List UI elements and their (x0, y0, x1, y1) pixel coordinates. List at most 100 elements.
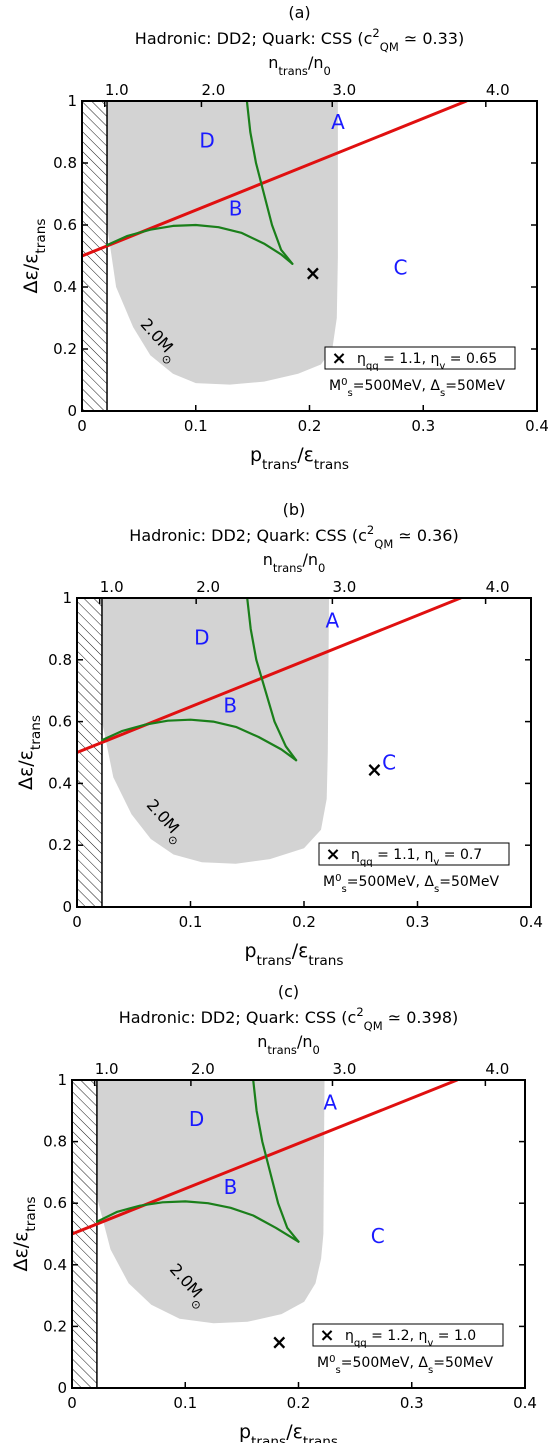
region-label-a: A (326, 608, 340, 632)
x-tick-label: 0.3 (400, 1394, 424, 1412)
y-tick-label: 0.8 (48, 651, 72, 669)
x-tick-label: 0.2 (298, 417, 322, 435)
y-tick-label: 0.2 (43, 1317, 67, 1335)
region-label-b: B (224, 1175, 238, 1199)
x-tick-label: 0.2 (287, 1394, 311, 1412)
x-axis-label: ptrans/εtrans (239, 1421, 338, 1443)
y-tick-label: 0 (57, 1379, 67, 1397)
chart-title: Hadronic: DD2; Quark: CSS (c2QM ≃ 0.33) (135, 26, 464, 54)
chart-title: Hadronic: DD2; Quark: CSS (c2QM ≃ 0.36) (129, 523, 458, 551)
top-tick-label: 2.0 (191, 1060, 215, 1078)
series-line-1 (72, 1080, 459, 1236)
legend-box (324, 346, 516, 370)
shaded-region (102, 598, 329, 864)
region-label-c: C (382, 750, 396, 774)
x-axis-label: ptrans/εtrans (250, 444, 349, 473)
top-tick-label: 1.0 (95, 1060, 119, 1078)
region-label-d: D (199, 129, 214, 153)
top-axis-label: ntrans/n0 (268, 53, 331, 78)
y-axis-label: Δε/εtrans (15, 715, 44, 790)
x-tick-label: 0.1 (184, 417, 208, 435)
top-tick-label: 4.0 (486, 81, 510, 99)
chart-panel-2: (b) Hadronic: DD2; Quark: CSS (c2QM ≃ 0.3… (15, 500, 543, 969)
legend-box (318, 842, 510, 866)
x-tick-label: 0 (72, 913, 82, 931)
y-tick-label: 1 (67, 92, 77, 110)
y-tick-label: 1 (57, 1071, 67, 1089)
series-line-2 (95, 1200, 300, 1243)
x-axis-label: ptrans/εtrans (244, 940, 343, 969)
x-tick-label: 0.3 (411, 417, 435, 435)
top-tick-label: 3.0 (332, 81, 356, 99)
legend-entry: ηqq = 1.1, ηv = 0.7 (351, 847, 482, 868)
chart-panel-3: (c) Hadronic: DD2; Quark: CSS (c2QM ≃ 0.3… (10, 982, 537, 1443)
series-line-3 (246, 598, 298, 762)
y-tick-label: 0 (62, 898, 72, 916)
shaded-region (107, 101, 338, 385)
top-tick-label: 2.0 (196, 578, 220, 596)
region-label-d: D (194, 625, 209, 649)
region-label-c: C (371, 1224, 385, 1248)
region-label-a: A (331, 110, 345, 134)
top-tick-label: 4.0 (486, 578, 510, 596)
top-tick-label: 3.0 (333, 1060, 357, 1078)
panel-label: (a) (288, 3, 310, 22)
y-tick-label: 0 (67, 402, 77, 420)
y-tick-label: 0.8 (43, 1133, 67, 1151)
panel-label: (c) (278, 982, 299, 1001)
legend-marker: × (331, 348, 346, 369)
x-tick-label: 0.4 (525, 417, 548, 435)
x-tick-label: 0.1 (179, 913, 203, 931)
x-tick-label: 0.4 (513, 1394, 537, 1412)
y-tick-label: 1 (62, 589, 72, 607)
y-tick-label: 0.6 (48, 713, 72, 731)
top-tick-label: 3.0 (332, 578, 356, 596)
chart-title: Hadronic: DD2; Quark: CSS (c2QM ≃ 0.398) (119, 1005, 459, 1033)
y-tick-label: 0.2 (48, 836, 72, 854)
top-tick-label: 4.0 (485, 1060, 509, 1078)
legend-marker: × (319, 1325, 334, 1346)
top-tick-label: 1.0 (100, 578, 124, 596)
data-marker: × (305, 261, 322, 285)
region-label-b: B (223, 693, 237, 717)
region-label-d: D (189, 1107, 204, 1131)
data-marker: × (366, 757, 383, 781)
x-tick-label: 0 (67, 1394, 77, 1412)
series-line-3 (245, 101, 294, 265)
top-tick-label: 1.0 (105, 81, 129, 99)
region-label-a: A (323, 1090, 337, 1114)
y-tick-label: 0.8 (53, 154, 77, 172)
y-tick-label: 0.4 (43, 1256, 67, 1274)
y-tick-label: 0.6 (53, 216, 77, 234)
x-tick-label: 0.1 (173, 1394, 197, 1412)
y-axis-label: Δε/εtrans (20, 218, 49, 293)
x-tick-label: 0 (77, 417, 87, 435)
data-marker: × (271, 1330, 288, 1354)
top-axis-label: ntrans/n0 (263, 550, 326, 575)
y-axis-label: Δε/εtrans (10, 1196, 39, 1271)
top-axis-label: ntrans/n0 (257, 1032, 320, 1057)
shaded-region (96, 1080, 325, 1324)
legend-note: M0s=500MeV, Δs=50MeV (329, 377, 505, 399)
y-tick-label: 0.2 (53, 340, 77, 358)
legend-entry: ηqq = 1.1, ηv = 0.65 (357, 351, 497, 372)
region-label-b: B (229, 197, 243, 221)
y-tick-label: 0.4 (53, 278, 77, 296)
y-tick-label: 0.4 (48, 774, 72, 792)
legend-box (312, 1323, 504, 1347)
legend-note: M0s=500MeV, Δs=50MeV (323, 873, 499, 895)
top-tick-label: 2.0 (202, 81, 226, 99)
y-tick-label: 0.6 (43, 1194, 67, 1212)
chart-panel-1: (a) Hadronic: DD2; Quark: CSS (c2QM ≃ 0.3… (20, 3, 548, 473)
series-line-2 (105, 223, 294, 265)
series-line-3 (252, 1080, 300, 1243)
x-tick-label: 0.3 (406, 913, 430, 931)
legend-note: M0s=500MeV, Δs=50MeV (317, 1354, 493, 1376)
x-tick-label: 0.4 (519, 913, 543, 931)
region-label-c: C (394, 256, 408, 280)
panel-label: (b) (283, 500, 306, 519)
x-tick-label: 0.2 (292, 913, 316, 931)
series-line-2 (100, 718, 298, 762)
legend-marker: × (325, 844, 340, 865)
